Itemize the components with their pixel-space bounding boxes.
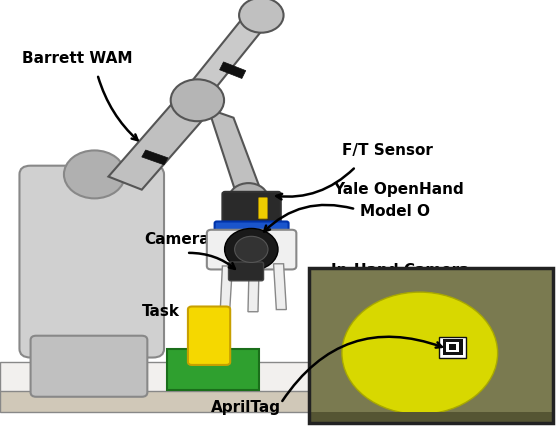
Bar — [449, 344, 456, 350]
Bar — [443, 339, 463, 355]
Polygon shape — [108, 94, 214, 190]
Text: Model O: Model O — [360, 204, 430, 219]
Circle shape — [235, 236, 268, 262]
Circle shape — [342, 292, 498, 414]
Bar — [0, 362, 334, 392]
FancyBboxPatch shape — [222, 192, 281, 225]
Polygon shape — [248, 266, 259, 312]
Text: Task: Task — [142, 304, 180, 319]
Circle shape — [229, 183, 268, 214]
Bar — [167, 349, 259, 390]
Polygon shape — [186, 9, 272, 97]
FancyBboxPatch shape — [19, 166, 164, 358]
FancyBboxPatch shape — [207, 230, 296, 269]
Bar — [309, 268, 553, 423]
Bar — [309, 268, 553, 423]
Bar — [439, 337, 466, 358]
Polygon shape — [220, 62, 246, 78]
Bar — [446, 342, 459, 352]
FancyBboxPatch shape — [229, 262, 264, 281]
FancyBboxPatch shape — [215, 221, 289, 237]
Text: F/T Sensor: F/T Sensor — [342, 143, 433, 158]
Polygon shape — [142, 150, 168, 165]
Circle shape — [225, 228, 278, 270]
FancyBboxPatch shape — [31, 336, 147, 397]
Text: Barrett WAM: Barrett WAM — [22, 51, 133, 66]
Text: AprilTag: AprilTag — [211, 400, 281, 415]
Bar — [0, 391, 334, 412]
Circle shape — [64, 150, 125, 198]
FancyBboxPatch shape — [259, 198, 267, 219]
Polygon shape — [208, 109, 261, 194]
Circle shape — [239, 0, 284, 33]
Polygon shape — [220, 266, 232, 312]
Polygon shape — [274, 264, 286, 310]
Bar — [309, 412, 553, 423]
Text: In-Hand Camera: In-Hand Camera — [331, 262, 469, 278]
Text: Yale OpenHand: Yale OpenHand — [334, 182, 464, 197]
FancyBboxPatch shape — [188, 307, 230, 365]
Text: Camera: Camera — [145, 232, 210, 247]
Circle shape — [171, 79, 224, 121]
